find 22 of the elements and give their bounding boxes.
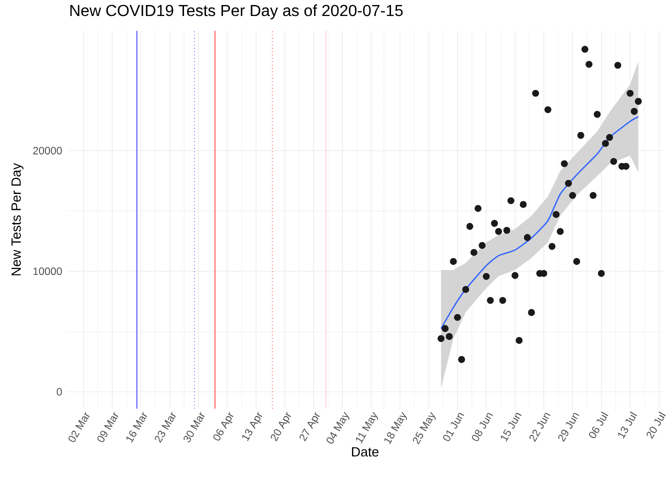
y-axis-title: New Tests Per Day — [12, 163, 24, 276]
y-tick-label: 0 — [56, 388, 62, 396]
x-tick-label: 06 Apr — [213, 412, 234, 441]
x-tick-label: 16 Mar — [126, 412, 148, 443]
x-tick-label: 13 Jul — [618, 412, 638, 439]
x-tick-label: 23 Mar — [154, 412, 176, 444]
y-tick-label: 20000 — [33, 147, 62, 155]
x-tick-label: 02 Mar — [68, 412, 90, 442]
y-tick-label: 10000 — [33, 268, 62, 276]
x-tick-label: 20 Jul — [646, 412, 666, 440]
x-tick-label: 13 Apr — [242, 412, 262, 442]
x-tick-label: 01 Jun — [443, 413, 464, 442]
chart-title: New COVID19 Tests Per Day as of 2020-07-15 — [70, 4, 403, 20]
x-tick-label: 30 Mar — [184, 412, 205, 442]
x-tick-label: 27 Apr — [300, 412, 320, 442]
x-tick-label: 09 Mar — [97, 412, 118, 442]
x-tick-label: 06 Jul — [589, 412, 608, 438]
x-tick-label: 29 Jun — [558, 413, 580, 442]
x-tick-label: 22 Jun — [529, 413, 550, 442]
x-tick-label: 08 Jun — [472, 413, 493, 442]
x-tick-label: 15 Jun — [500, 413, 522, 442]
x-axis-title: Date — [352, 447, 378, 457]
